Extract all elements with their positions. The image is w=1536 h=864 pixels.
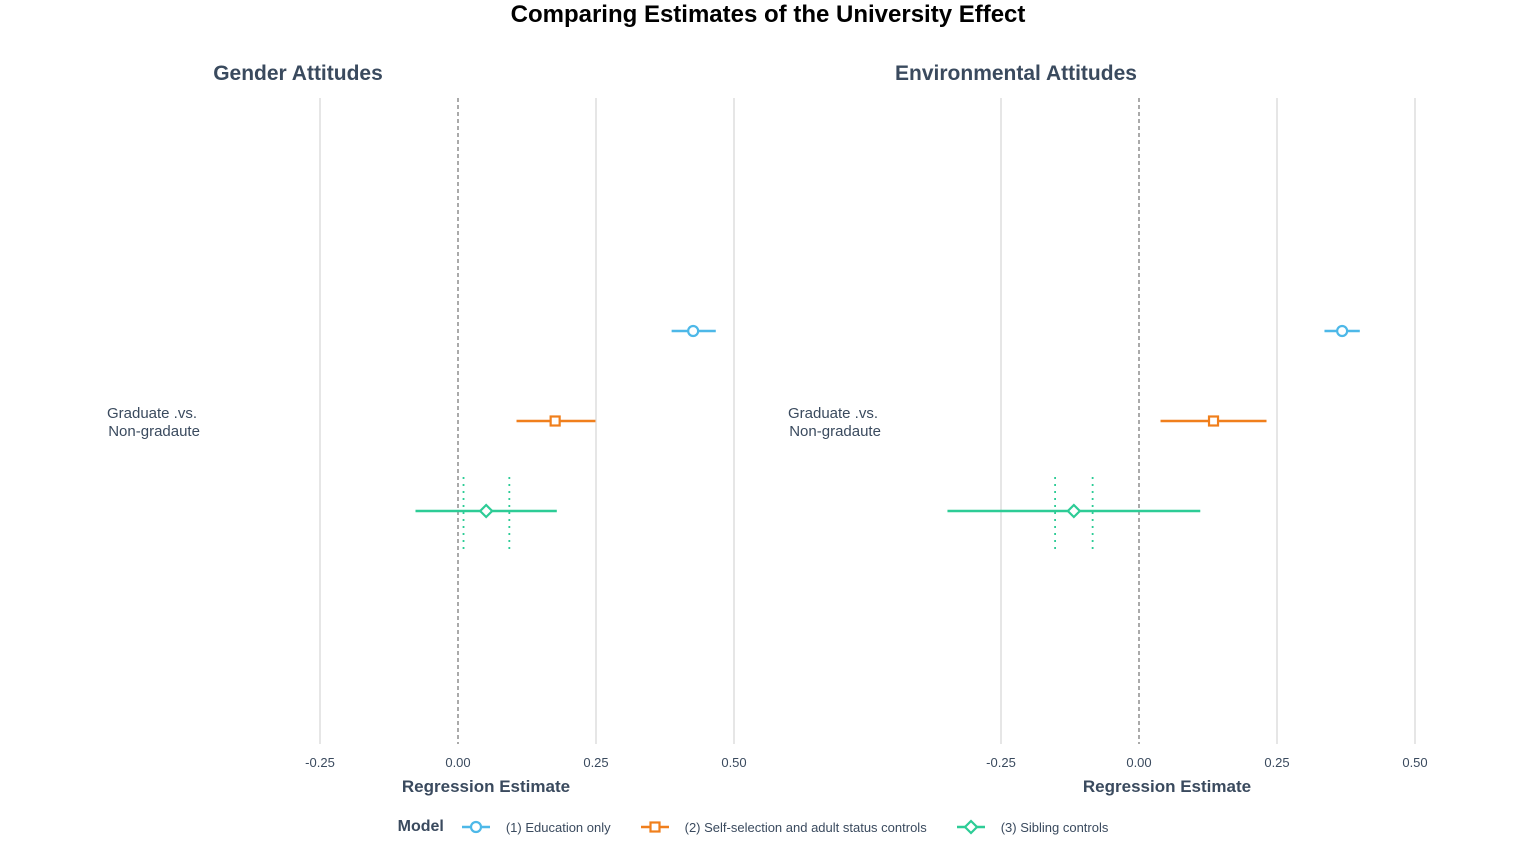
point-estimate <box>478 503 494 519</box>
legend-label: (1) Education only <box>505 819 611 835</box>
row-label: Graduate .vs. Non-gradaute <box>785 405 881 440</box>
estimate-1 <box>671 324 716 338</box>
panel-title: Gender Attitudes <box>213 62 383 85</box>
x-tick-label: 0.50 <box>1402 755 1427 770</box>
estimate-3 <box>947 477 1201 551</box>
x-tick-label: 0.00 <box>445 755 470 770</box>
x-axis-title: Regression Estimate <box>402 777 570 796</box>
legend-key-marker <box>469 820 482 834</box>
x-axis-title: Regression Estimate <box>1083 777 1251 796</box>
estimate-1 <box>1324 324 1360 338</box>
legend-label: (2) Self-selection and adult status cont… <box>684 819 927 835</box>
legend-key-marker <box>963 819 979 835</box>
x-tick-label: 0.50 <box>721 755 746 770</box>
legend: Model (1) Education only (2) Self-select… <box>0 812 1536 842</box>
legend-key-circle <box>461 820 490 834</box>
row-label: Graduate .vs. Non-gradaute <box>104 405 200 440</box>
estimate-2 <box>1160 415 1267 427</box>
legend-key-square <box>640 821 669 833</box>
x-tick-label: 0.00 <box>1126 755 1151 770</box>
x-tick-label: 0.25 <box>1264 755 1289 770</box>
legend-key-marker <box>649 821 661 833</box>
x-tick-label: 0.25 <box>583 755 608 770</box>
point-estimate <box>687 324 700 338</box>
chart-title: Comparing Estimates of the University Ef… <box>510 1 1026 28</box>
legend-title: Model <box>397 818 444 835</box>
point-estimate <box>1207 415 1220 427</box>
panel-title: Environmental Attitudes <box>895 62 1137 85</box>
estimate-3 <box>415 477 557 551</box>
legend-item-education-only: (1) Education only <box>461 819 611 835</box>
legend-item-sibling-controls: (3) Sibling controls <box>956 819 1109 835</box>
point-estimate <box>1336 324 1349 338</box>
legend-key-diamond <box>956 819 985 835</box>
x-tick-label: -0.25 <box>305 755 335 770</box>
estimate-2 <box>516 415 596 427</box>
legend-label: (3) Sibling controls <box>1000 819 1109 835</box>
point-estimate <box>549 415 561 427</box>
legend-item-self-selection: (2) Self-selection and adult status cont… <box>640 819 927 835</box>
point-estimate <box>1066 503 1082 519</box>
x-tick-label: -0.25 <box>986 755 1016 770</box>
